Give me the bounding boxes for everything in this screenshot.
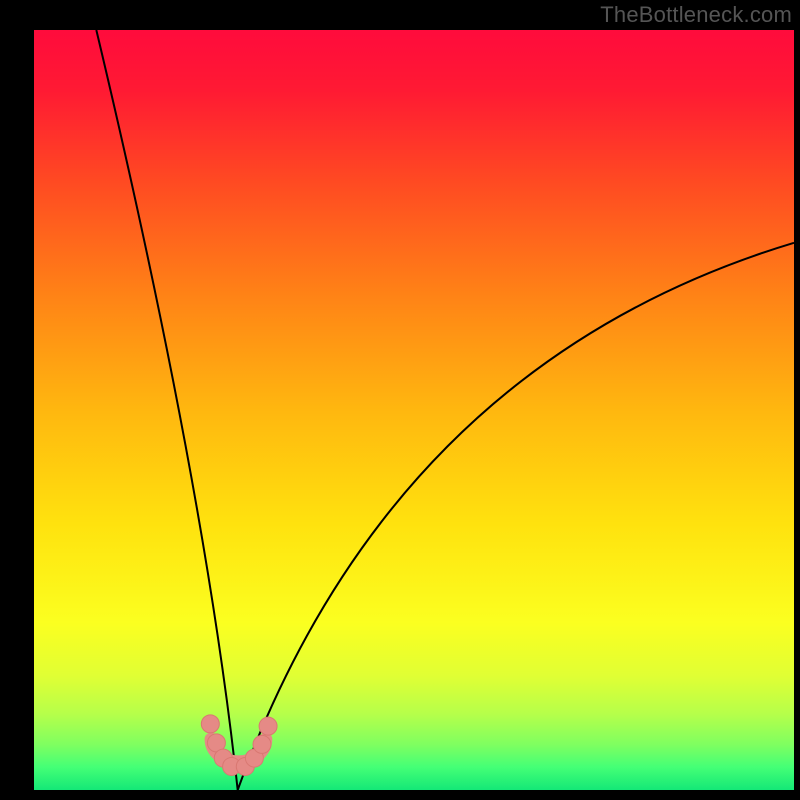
watermark-text: TheBottleneck.com [600,2,792,28]
background-gradient [34,30,794,790]
chart-canvas: TheBottleneck.com [0,0,800,800]
plot-area [34,30,794,790]
